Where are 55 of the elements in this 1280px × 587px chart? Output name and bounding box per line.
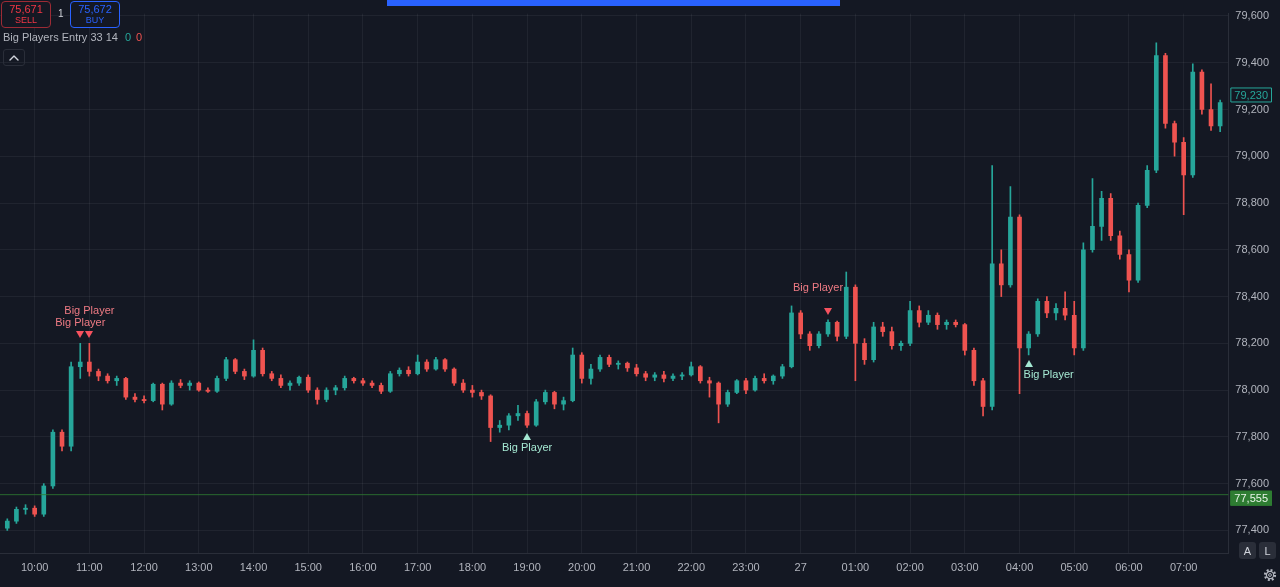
x-tick-label: 04:00: [1005, 561, 1034, 574]
x-tick-label: 19:00: [513, 561, 541, 574]
buy-button: 75,672 BUY: [70, 1, 120, 28]
candlestick: [77, 343, 83, 379]
candlestick: [497, 420, 503, 433]
x-tick-label: 20:00: [568, 561, 596, 574]
x-tick-label: 05:00: [1060, 561, 1089, 574]
x-tick-label: 10:00: [20, 561, 49, 574]
x-tick-label: 27: [794, 561, 807, 574]
x-tick-label: 13:00: [185, 561, 213, 574]
y-tick-label: 77,600: [1235, 476, 1270, 489]
x-tick-label: 23:00: [732, 561, 760, 574]
x-tick-label: 18:00: [458, 561, 487, 574]
y-tick-label: 78,800: [1235, 196, 1270, 209]
y-tick-label: 77,800: [1235, 429, 1270, 442]
x-tick-label: 14:00: [239, 561, 268, 574]
annotation: Big Player: [792, 280, 844, 293]
annotation: Big Player: [55, 316, 106, 329]
y-tick-label: 78,000: [1235, 383, 1270, 396]
x-tick-label: 06:00: [1115, 561, 1143, 574]
y-tick-label: 79,000: [1235, 149, 1270, 162]
x-tick-label: 22:00: [677, 561, 705, 574]
toggle-button: A: [1239, 542, 1256, 559]
y-tick-label: 78,200: [1235, 336, 1270, 349]
x-tick-label: 17:00: [403, 561, 432, 574]
x-tick-label: 07:00: [1169, 561, 1198, 574]
ref-line-label: 77,555: [1234, 491, 1269, 504]
annotation: BUY: [85, 14, 105, 26]
y-tick-label: 78,400: [1235, 289, 1270, 302]
annotation: SELL: [15, 14, 37, 26]
annotation: 75,671: [9, 2, 43, 15]
x-tick-label: 02:00: [896, 561, 924, 574]
x-tick-label: 03:00: [951, 561, 979, 574]
annotation: Big Player: [502, 440, 553, 453]
annotation: 0: [136, 31, 143, 43]
x-tick-label: 15:00: [294, 561, 322, 574]
y-tick-label: 77,400: [1235, 523, 1270, 536]
annotation: 75,672: [78, 2, 112, 15]
y-tick-label: 79,600: [1235, 8, 1270, 21]
x-tick-label: 11:00: [76, 561, 103, 574]
annotation: 1: [58, 8, 64, 19]
annotation: Big Players Entry 33 14: [3, 31, 118, 43]
annotation: 0: [124, 31, 132, 43]
y-tick-label: 79,200: [1235, 102, 1270, 115]
annotation: Big Player: [64, 304, 115, 317]
x-tick-label: 16:00: [349, 561, 377, 574]
x-tick-label: 01:00: [841, 561, 870, 574]
toggle-button: L: [1259, 542, 1276, 559]
y-tick-label: 79,400: [1235, 55, 1270, 68]
annotation: Big Player: [1023, 368, 1075, 381]
x-tick-label: 12:00: [130, 561, 158, 574]
y-tick-label: 78,600: [1235, 242, 1270, 255]
text: 79,230: [1234, 88, 1269, 101]
sell-button: 75,671 SELL: [1, 1, 51, 28]
x-tick-label: 21:00: [622, 561, 651, 574]
